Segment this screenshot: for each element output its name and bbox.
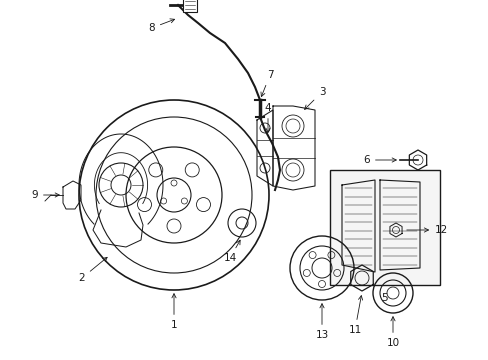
Text: 10: 10 — [386, 317, 399, 348]
Text: 7: 7 — [261, 70, 273, 96]
Text: 5: 5 — [381, 293, 387, 303]
Bar — [329, 170, 439, 285]
Text: 14: 14 — [223, 240, 240, 263]
Text: 1: 1 — [170, 294, 177, 330]
Text: 4: 4 — [264, 103, 271, 132]
Text: 8: 8 — [148, 19, 174, 33]
Text: 13: 13 — [315, 304, 328, 340]
Text: 3: 3 — [304, 87, 325, 109]
Text: 9: 9 — [31, 190, 59, 200]
Text: 6: 6 — [363, 155, 395, 165]
Text: 12: 12 — [406, 225, 447, 235]
Circle shape — [282, 115, 304, 137]
Bar — [183, 0, 197, 12]
Text: 11: 11 — [347, 296, 362, 335]
Circle shape — [282, 159, 304, 181]
Text: 2: 2 — [79, 257, 107, 283]
